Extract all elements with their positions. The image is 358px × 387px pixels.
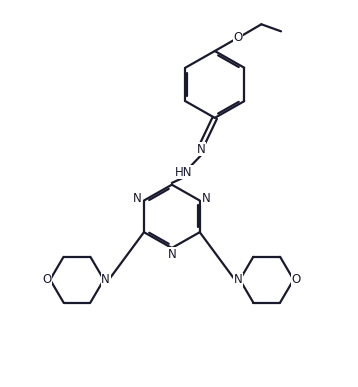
Text: N: N	[168, 248, 176, 261]
Text: N: N	[197, 143, 205, 156]
Text: N: N	[202, 192, 211, 205]
Text: HN: HN	[175, 166, 193, 178]
Text: N: N	[133, 192, 142, 205]
Text: O: O	[43, 273, 52, 286]
Text: N: N	[101, 273, 110, 286]
Text: O: O	[292, 273, 301, 286]
Text: O: O	[233, 31, 243, 44]
Text: N: N	[234, 273, 242, 286]
